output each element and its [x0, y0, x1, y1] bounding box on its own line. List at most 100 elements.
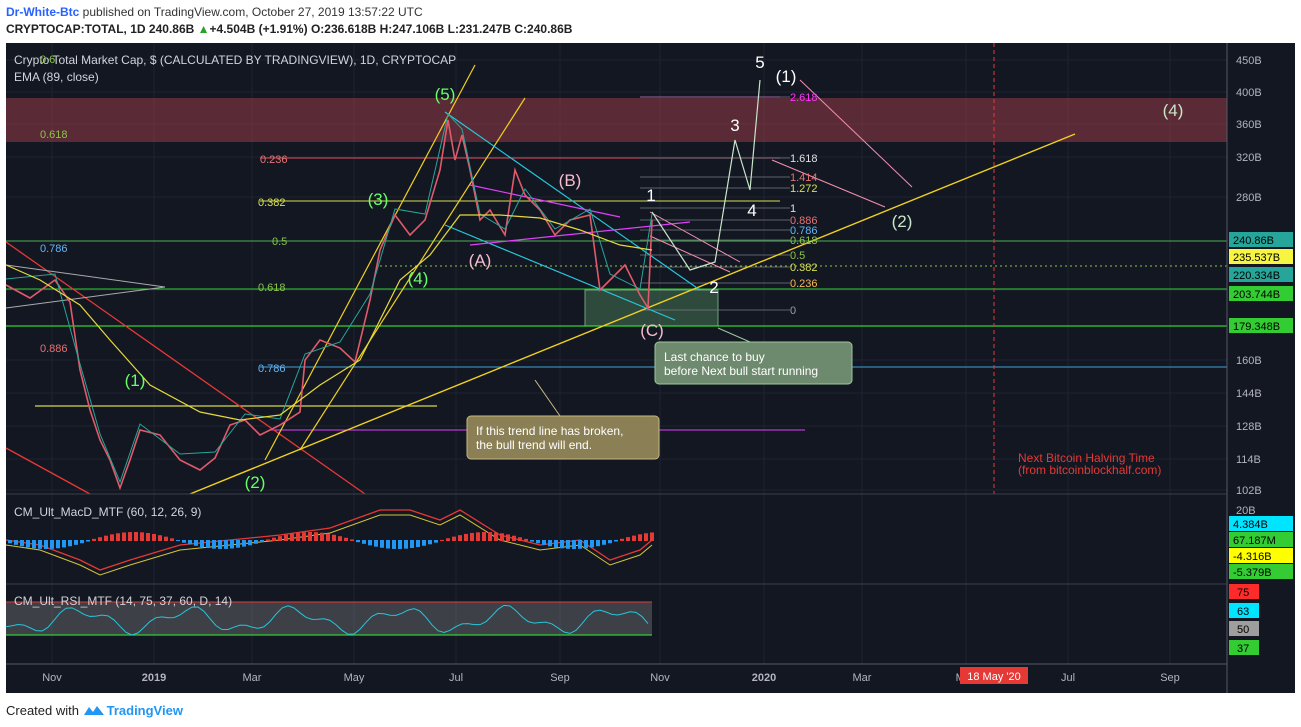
wave-label: (4) — [1163, 101, 1184, 120]
fib-label: 0.886 — [790, 215, 818, 227]
macd-hist-bar — [554, 540, 558, 548]
downtrend-line — [5, 241, 366, 495]
y-tick-label: 160B — [1236, 355, 1262, 367]
macd-hist-bar — [416, 540, 420, 548]
x-tick-label: 2019 — [142, 672, 166, 684]
price-tag-label: 235.537B — [1233, 252, 1280, 264]
annotation-pointer — [534, 379, 561, 417]
macd-hist-bar — [200, 540, 204, 548]
wave-label: (2) — [245, 473, 266, 492]
y-tick-label: 320B — [1236, 152, 1262, 164]
rsi-title: CM_Ult_RSI_MTF (14, 75, 37, 60, D, 14) — [14, 594, 232, 608]
macd-hist-bar — [62, 540, 66, 548]
macd-hist-bar — [620, 538, 624, 541]
macd-tag-label: -4.316B — [1233, 551, 1272, 563]
macd-hist-bar — [32, 540, 36, 549]
macd-hist-bar — [122, 532, 126, 541]
fib-label: 0 — [790, 305, 796, 317]
publish-info: Dr-White-Btc published on TradingView.co… — [6, 5, 423, 19]
macd-hist-bar — [50, 540, 54, 549]
macd-hist-bar — [362, 540, 366, 544]
macd-hist-bar — [188, 540, 192, 545]
x-tick-label: Sep — [1160, 672, 1180, 684]
wave-label: (2) — [892, 212, 913, 231]
macd-hist-bar — [92, 538, 96, 541]
macd-hist-bar — [218, 540, 222, 549]
fib-label: 0.886 — [40, 343, 68, 355]
y-tick-label: 144B — [1236, 388, 1262, 400]
tradingview-brand[interactable]: TradingView — [106, 703, 183, 718]
macd-hist-bar — [458, 535, 462, 541]
x-tick-label: May — [344, 672, 365, 684]
rsi-pane[interactable]: CM_Ult_RSI_MTF (14, 75, 37, 60, D, 14) 75… — [5, 584, 1259, 655]
macd-tag-label: 67.187M — [1233, 535, 1276, 547]
macd-hist-bar — [152, 533, 156, 541]
macd-hist-bar — [356, 540, 360, 543]
wave-label: (1) — [776, 67, 797, 86]
wave-label: 5 — [755, 53, 764, 72]
macd-hist-bar — [290, 533, 294, 541]
macd-hist-bar — [332, 534, 336, 541]
wedge-line — [444, 224, 676, 321]
wave-label: (B) — [559, 171, 582, 190]
macd-hist-bar — [104, 535, 108, 541]
rsi-tag-label: 63 — [1237, 606, 1249, 618]
fib-label: 0.618 — [790, 235, 818, 247]
chart-canvas[interactable]: CM_Ult_MacD_MTF (60, 12, 26, 9) 20B 4.384B… — [0, 40, 1301, 697]
macd-hist-bar — [8, 540, 12, 544]
macd-hist-bar — [530, 540, 534, 542]
trend-line — [5, 264, 166, 288]
macd-hist-bar — [284, 534, 288, 541]
channel-line — [264, 64, 476, 461]
fib-label: 1.272 — [790, 183, 818, 195]
macd-hist-bar — [116, 533, 120, 541]
macd-hist-bar — [98, 537, 102, 541]
x-tick-label: Jul — [449, 672, 463, 684]
price-change: +4.504B (+1.91%) — [209, 22, 308, 36]
macd-hist-bar — [590, 540, 594, 548]
halving-text: Next Bitcoin Halving Time — [1018, 451, 1155, 465]
y-tick-label: 102B — [1236, 485, 1262, 497]
macd-hist-bar — [626, 537, 630, 541]
fib-label: 0.6 — [40, 54, 55, 66]
macd-hist-bar — [230, 540, 234, 549]
macd-hist-bar — [650, 532, 654, 541]
fib-label: 0.236 — [260, 154, 288, 166]
macd-hist-bar — [278, 536, 282, 541]
annotation-text: Last chance to buy — [664, 350, 765, 364]
y-tick-label: 280B — [1236, 192, 1262, 204]
halving-text: (from bitcoinblockhalf.com) — [1018, 463, 1161, 477]
price-tag — [1229, 249, 1293, 264]
macd-hist-bar — [350, 539, 354, 541]
fib-label: 1.414 — [790, 172, 818, 184]
price-pane[interactable] — [5, 43, 1227, 495]
resistance-zone — [6, 98, 1227, 142]
macd-hist-bar — [614, 540, 618, 542]
price-tag-label: 220.334B — [1233, 270, 1280, 282]
tradingview-logo-icon — [83, 706, 104, 715]
rsi-tag-label: 37 — [1237, 643, 1249, 655]
wave-label: (C) — [640, 321, 664, 340]
macd-hist-bar — [404, 540, 408, 549]
annotation-text: If this trend line has broken, — [476, 424, 623, 438]
macd-hist-bar — [146, 532, 150, 541]
macd-hist-bar — [494, 532, 498, 541]
bull-trend-line — [189, 133, 1076, 495]
macd-hist-bar — [224, 540, 228, 549]
wave-label: 4 — [747, 201, 756, 220]
wedge-line — [444, 111, 701, 291]
projection-line — [649, 211, 741, 263]
macd-hist-bar — [440, 539, 444, 541]
rsi-tag — [1229, 621, 1259, 636]
x-tick-label: 2020 — [752, 672, 776, 684]
macd-hist-bar — [428, 540, 432, 545]
macd-tag-label: 4.384B — [1233, 519, 1268, 531]
macd-pane[interactable]: CM_Ult_MacD_MTF (60, 12, 26, 9) 20B 4.384B… — [5, 505, 1293, 579]
macd-hist-bar — [266, 539, 270, 541]
author-link[interactable]: Dr-White-Btc — [6, 5, 80, 19]
macd-hist-bar — [506, 534, 510, 541]
macd-hist-bar — [578, 540, 582, 549]
x-tick-label: Sep — [550, 672, 570, 684]
macd-hist-bar — [134, 532, 138, 541]
macd-hist-bar — [380, 540, 384, 548]
